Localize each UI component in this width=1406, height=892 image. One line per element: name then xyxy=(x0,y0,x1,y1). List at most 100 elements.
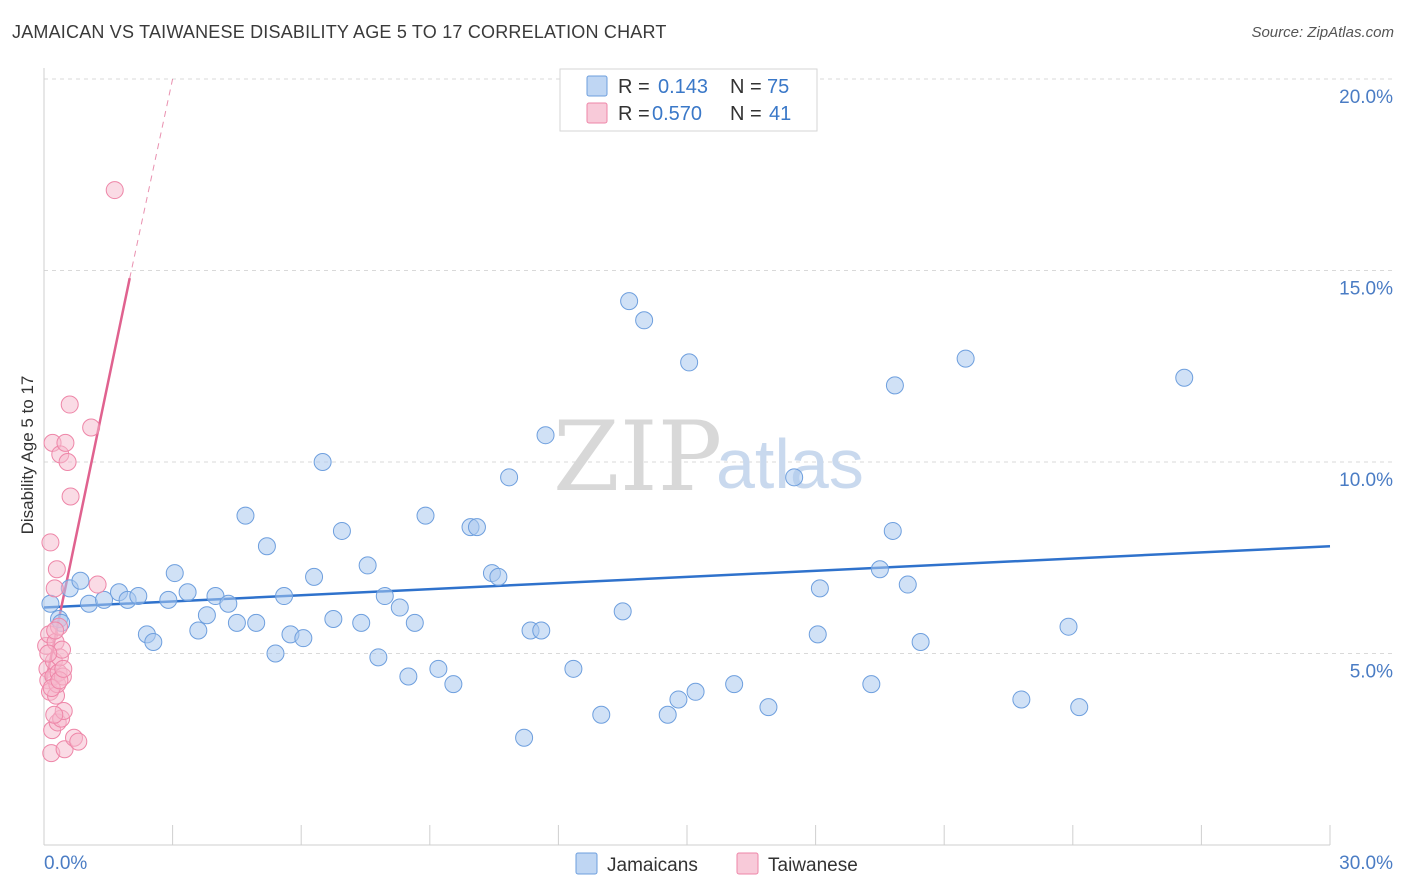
chart-title: JAMAICAN VS TAIWANESE DISABILITY AGE 5 T… xyxy=(12,22,667,42)
jamaican-point xyxy=(129,587,148,606)
taiwanese-trend-extension xyxy=(129,78,174,279)
x-tick-label-min: 0.0% xyxy=(44,853,87,874)
jamaican-point xyxy=(71,571,90,590)
legend-swatch-jamaican xyxy=(586,75,608,97)
legend-r-value-taiwanese: 0.570 xyxy=(652,103,702,125)
jamaican-point xyxy=(862,675,881,694)
watermark: ZIP atlas xyxy=(553,401,864,513)
y-tick-labels: 5.0% 10.0% 15.0% 20.0% xyxy=(1339,87,1393,683)
jamaican-point xyxy=(669,690,688,709)
jamaican-point xyxy=(785,468,804,487)
jamaican-point xyxy=(725,675,744,694)
jamaican-point xyxy=(219,594,238,613)
jamaican-point xyxy=(1012,690,1031,709)
jamaican-point xyxy=(810,579,829,598)
jamaican-point xyxy=(467,518,486,537)
jamaican-point xyxy=(444,675,463,694)
axes xyxy=(43,68,1331,846)
jamaican-point xyxy=(95,590,114,609)
jamaican-point xyxy=(305,567,324,586)
x-tick-label-max: 30.0% xyxy=(1339,853,1393,874)
jamaican-point xyxy=(885,376,904,395)
taiwanese-point xyxy=(60,395,79,414)
watermark-zip: ZIP xyxy=(553,401,722,513)
taiwanese-point xyxy=(46,621,65,640)
y-tick-label: 10.0% xyxy=(1339,470,1393,491)
jamaican-point xyxy=(416,506,435,525)
jamaican-point xyxy=(178,583,197,602)
y-tick-label: 5.0% xyxy=(1350,662,1393,683)
jamaican-point xyxy=(532,621,551,640)
taiwanese-points xyxy=(37,181,124,763)
jamaican-point xyxy=(324,610,343,629)
jamaican-point xyxy=(898,575,917,594)
taiwanese-point xyxy=(69,732,88,751)
taiwanese-point xyxy=(56,433,75,452)
legend-swatch-taiwanese xyxy=(586,102,608,124)
jamaican-point xyxy=(870,560,889,579)
trend-lines xyxy=(43,78,1331,681)
legend-r-label-jamaican: R = xyxy=(618,76,650,98)
jamaican-point xyxy=(592,705,611,724)
jamaican-point xyxy=(658,705,677,724)
jamaican-point xyxy=(41,594,60,613)
jamaican-point xyxy=(1175,368,1194,387)
jamaican-point xyxy=(275,587,294,606)
jamaican-point xyxy=(635,311,654,330)
taiwanese-point xyxy=(58,453,77,471)
jamaican-point xyxy=(369,648,388,667)
jamaican-trend-line xyxy=(43,545,1331,609)
jamaican-point xyxy=(332,521,351,540)
jamaican-point xyxy=(399,667,418,686)
y-tick-label: 20.0% xyxy=(1339,87,1393,108)
jamaican-point xyxy=(227,613,246,632)
taiwanese-point xyxy=(61,487,80,506)
jamaican-point xyxy=(489,567,508,586)
jamaican-point xyxy=(759,698,778,717)
taiwanese-point xyxy=(88,575,107,594)
jamaican-point xyxy=(375,587,394,606)
source-label: Source: ZipAtlas.com xyxy=(1251,24,1394,41)
jamaican-point xyxy=(883,521,902,540)
bottom-legend-swatch-jamaicans xyxy=(575,852,598,875)
taiwanese-point xyxy=(47,560,66,579)
jamaican-point xyxy=(80,594,99,613)
jamaican-point xyxy=(686,682,705,701)
jamaican-point xyxy=(564,659,583,678)
taiwanese-point xyxy=(45,705,64,724)
legend: R = 0.143 N = 75 R = 0.570 N = 41 xyxy=(559,68,818,132)
jamaican-point xyxy=(236,506,255,525)
taiwanese-point xyxy=(41,533,60,552)
jamaican-point xyxy=(1070,698,1089,717)
jamaican-point xyxy=(429,659,448,678)
legend-n-value-jamaican: 75 xyxy=(767,76,789,98)
taiwanese-point xyxy=(39,644,58,663)
jamaican-point xyxy=(405,613,424,632)
legend-r-value-jamaican: 0.143 xyxy=(658,76,708,98)
legend-r-label-taiwanese: R = xyxy=(618,103,650,125)
legend-n-label-jamaican: N = xyxy=(730,76,762,98)
jamaican-point xyxy=(144,633,163,652)
taiwanese-point xyxy=(105,181,124,200)
jamaican-point xyxy=(1059,617,1078,636)
y-axis-title: Disability Age 5 to 17 xyxy=(18,376,37,535)
jamaican-point xyxy=(515,728,534,747)
jamaican-point xyxy=(808,625,827,644)
watermark-atlas: atlas xyxy=(716,425,864,503)
bottom-legend-swatch-taiwanese xyxy=(736,852,759,875)
taiwanese-point xyxy=(82,418,101,437)
y-tick-label: 15.0% xyxy=(1339,279,1393,300)
jamaican-points xyxy=(41,292,1194,747)
jamaican-point xyxy=(620,292,639,311)
jamaican-point xyxy=(189,621,208,640)
bottom-legend-taiwanese: Taiwanese xyxy=(768,855,858,876)
taiwanese-point xyxy=(54,659,73,678)
legend-n-value-taiwanese: 41 xyxy=(769,103,791,125)
jamaican-point xyxy=(613,602,632,621)
jamaican-point xyxy=(911,633,930,652)
jamaican-point xyxy=(352,613,371,632)
jamaican-point xyxy=(956,349,975,368)
jamaican-point xyxy=(266,644,285,663)
jamaican-point xyxy=(294,629,313,648)
